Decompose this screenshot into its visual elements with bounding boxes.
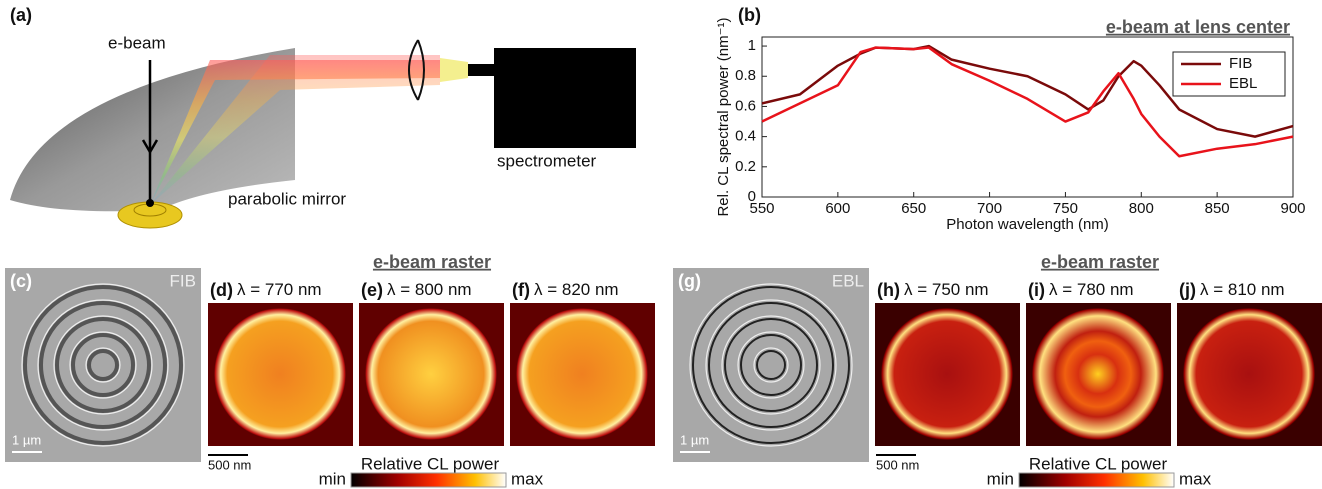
- x-tick-label: 650: [901, 200, 926, 217]
- panel-label: (a): [10, 5, 32, 25]
- x-tick-label: 700: [977, 200, 1002, 217]
- sem-ring: [756, 350, 786, 380]
- map-panel-label: (f): [512, 280, 530, 300]
- scale-label: 500 nm: [876, 457, 919, 472]
- cl-map-disk: [516, 308, 648, 440]
- y-tick-label: 1: [748, 37, 756, 54]
- spectrometer-box: [494, 48, 636, 148]
- colorbar-max: max: [511, 469, 544, 488]
- legend-label: FIB: [1229, 55, 1252, 72]
- lens: [417, 39, 425, 101]
- sem-ring-edge: [689, 283, 853, 447]
- colorbar-title: Relative CL power: [1029, 454, 1168, 473]
- spectrometer-port: [468, 64, 494, 76]
- panel-label: (g): [678, 271, 701, 291]
- x-axis-label: Photon wavelength (nm): [946, 216, 1109, 233]
- colorbar: [1018, 472, 1175, 488]
- map-wavelength: λ = 800 nm: [387, 280, 472, 299]
- x-tick-label: 900: [1280, 200, 1305, 217]
- sem-ring-edge: [721, 315, 821, 415]
- map-panel-label: (d): [210, 280, 233, 300]
- map-panel-label: (h): [877, 280, 900, 300]
- map-label: (j) λ = 810 nm: [1179, 280, 1285, 300]
- map-label: (h) λ = 750 nm: [877, 280, 989, 300]
- map-wavelength: λ = 770 nm: [237, 280, 322, 299]
- sem-ring: [71, 333, 135, 397]
- sem-ring: [39, 301, 167, 429]
- focused-beam: [440, 58, 468, 82]
- plot-frame: [761, 36, 1294, 198]
- map-panel-label: (j): [1179, 280, 1196, 300]
- cl-map-disk: [365, 308, 497, 440]
- legend-box: [1172, 51, 1286, 97]
- sem-ring-edge: [705, 299, 837, 431]
- parabolic-mirror: [10, 48, 295, 212]
- sem-ring: [23, 285, 183, 445]
- map-panel-label: (i): [1028, 280, 1045, 300]
- map-wavelength: λ = 750 nm: [904, 280, 989, 299]
- x-tick-label: 750: [1053, 200, 1078, 217]
- map-label: (e) λ = 800 nm: [361, 280, 472, 300]
- sem-ring: [724, 318, 818, 412]
- mirror-label: parabolic mirror: [228, 189, 346, 208]
- x-tick-label: 850: [1205, 200, 1230, 217]
- data-line: [761, 46, 1294, 158]
- light-beam: [150, 55, 440, 205]
- cl-map-disk: [1183, 308, 1315, 440]
- sem-ring-edge: [85, 347, 121, 383]
- cl-map-disk: [1032, 308, 1164, 440]
- cl-map-disk: [881, 308, 1013, 440]
- x-tick-label: 600: [825, 200, 850, 217]
- y-tick-label: 0.2: [735, 158, 756, 175]
- sem-ring: [692, 286, 850, 444]
- sem-ring-edge: [69, 331, 137, 399]
- colorbar-title: Relative CL power: [361, 454, 500, 473]
- arrow-head: [141, 139, 159, 155]
- x-tick-label: 550: [749, 200, 774, 217]
- sem-tag: EBL: [832, 271, 864, 290]
- scale-label: 1 µm: [680, 432, 709, 447]
- colorbar: [350, 472, 507, 488]
- map-wavelength: λ = 820 nm: [534, 280, 619, 299]
- panel-label: (b): [738, 5, 761, 25]
- lens: [408, 39, 419, 101]
- sem-ring: [740, 334, 802, 396]
- sem-ring-edge: [37, 299, 169, 431]
- map-panel-label: (e): [361, 280, 383, 300]
- sem-ring-edge: [753, 347, 789, 383]
- map-wavelength: λ = 810 nm: [1200, 280, 1285, 299]
- scale-label: 1 µm: [12, 432, 41, 447]
- panel-label: (c): [10, 271, 32, 291]
- map-label: (d) λ = 770 nm: [210, 280, 322, 300]
- y-tick-label: 0.4: [735, 128, 756, 145]
- y-tick-label: 0.8: [735, 67, 756, 84]
- map-wavelength: λ = 780 nm: [1049, 280, 1134, 299]
- y-tick-label: 0: [748, 188, 756, 205]
- sem-ring: [87, 349, 119, 381]
- sem-ring-edge: [737, 331, 805, 399]
- sem-ring-edge: [21, 283, 185, 447]
- map-label: (i) λ = 780 nm: [1028, 280, 1134, 300]
- map-label: (f) λ = 820 nm: [512, 280, 619, 300]
- section-heading: e-beam raster: [1041, 252, 1159, 272]
- sem-ring: [708, 302, 834, 428]
- y-axis-label: Rel. CL spectral power (nm⁻¹): [715, 17, 732, 216]
- focus-point: [146, 199, 154, 207]
- e-beam-label: e-beam: [108, 33, 166, 52]
- sem-ring-edge: [53, 315, 153, 415]
- scale-label: 500 nm: [208, 457, 251, 472]
- colorbar-max: max: [1179, 469, 1212, 488]
- section-heading: e-beam raster: [373, 252, 491, 272]
- legend-label: EBL: [1229, 75, 1257, 92]
- colorbar-min: min: [319, 469, 346, 488]
- chart-title: e-beam at lens center: [1106, 17, 1290, 37]
- spectrometer-label: spectrometer: [497, 151, 597, 170]
- colorbar-min: min: [987, 469, 1014, 488]
- sem-tag: FIB: [170, 271, 196, 290]
- cl-map-disk: [214, 308, 346, 440]
- y-tick-label: 0.6: [735, 97, 756, 114]
- sem-ring: [55, 317, 151, 413]
- x-tick-label: 800: [1129, 200, 1154, 217]
